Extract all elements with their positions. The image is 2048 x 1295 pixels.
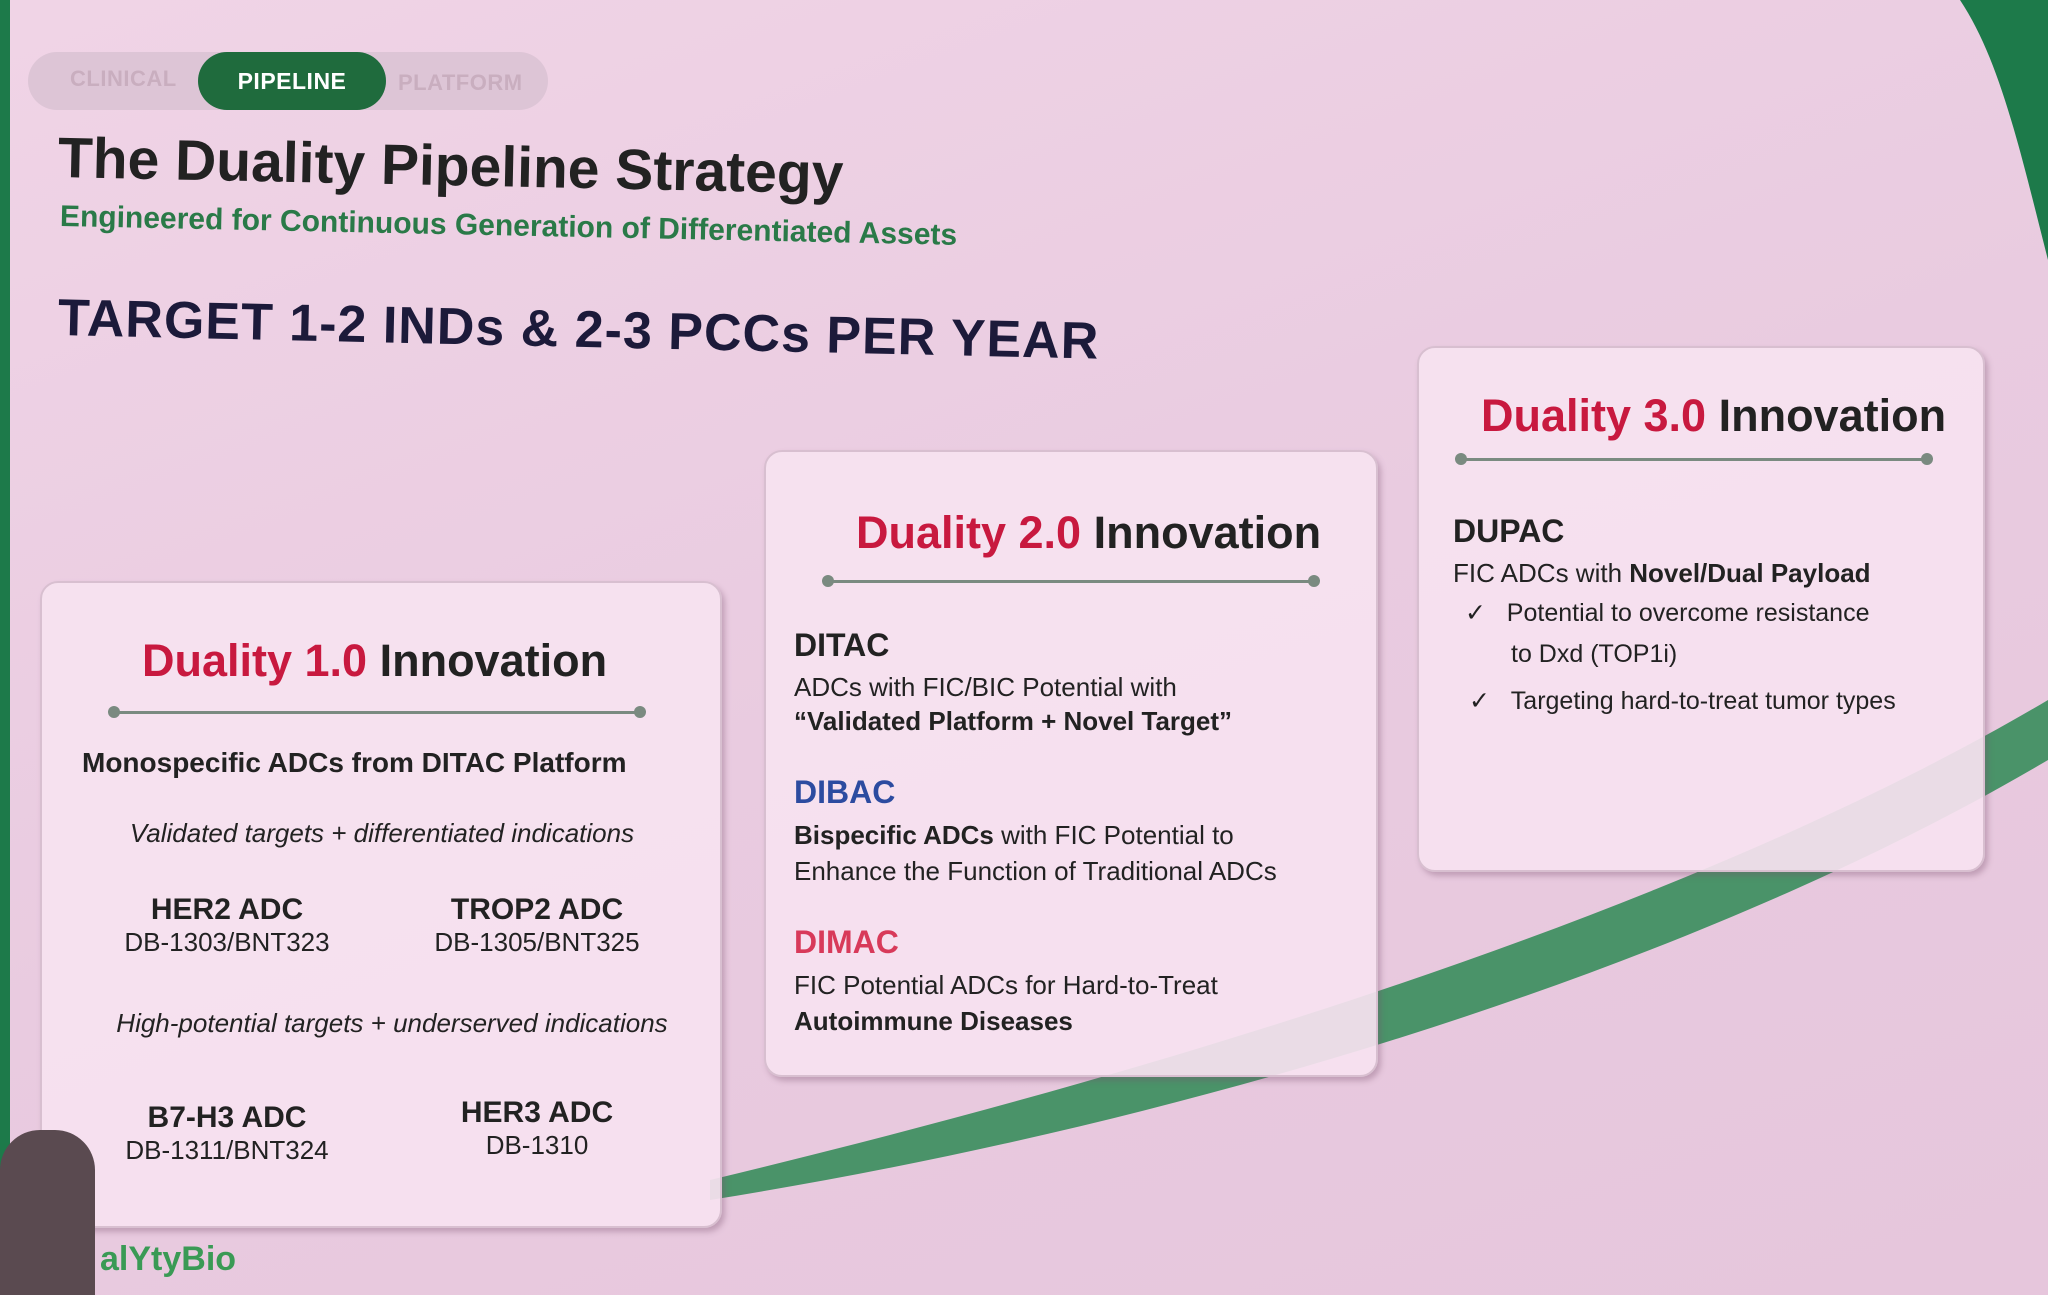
divider — [108, 706, 646, 718]
divider — [822, 575, 1320, 587]
asset-b7h3: B7-H3 ADC DB-1311/BNT324 — [125, 1101, 329, 1165]
presenter-figure — [0, 1130, 95, 1295]
duality-bio-logo: alYtyBio — [100, 1240, 237, 1278]
card-duality-3: Duality 3.0 Innovation DUPAC FIC ADCs wi… — [1417, 346, 1985, 872]
ditac-text: “Validated Platform + Novel Target” — [794, 706, 1233, 736]
green-swoosh-decoration — [710, 0, 2048, 1200]
card-heading: Monospecific ADCs from DITAC Platform — [82, 747, 627, 778]
dupac-text: FIC ADCs with Novel/Dual Payload — [1453, 558, 1871, 588]
card-duality-2: Duality 2.0 Innovation DITAC ADCs with F… — [764, 450, 1378, 1077]
ditac-text: ADCs with FIC/BIC Potential with — [794, 672, 1177, 702]
check-item: ✓ Potential to overcome resistance — [1465, 599, 1870, 627]
slide-screen: CLINICAL PIPELINE PLATFORM The Duality P… — [10, 0, 2048, 1295]
check-icon: ✓ — [1469, 687, 1511, 715]
dibac-text: Enhance the Function of Traditional ADCs — [794, 856, 1277, 886]
tab-platform[interactable]: PLATFORM — [398, 70, 523, 95]
dupac-label: DUPAC — [1453, 513, 1565, 549]
dimac-label: DIMAC — [794, 924, 899, 960]
dimac-text: FIC Potential ADCs for Hard-to-Treat — [794, 970, 1218, 1000]
check-icon: ✓ — [1465, 599, 1507, 627]
tab-clinical[interactable]: CLINICAL — [70, 66, 177, 91]
check-item-continued: to Dxd (TOP1i) — [1511, 640, 1678, 668]
asset-her3: HER3 ADC DB-1310 — [460, 1096, 614, 1160]
section-tabs: CLINICAL PIPELINE PLATFORM — [28, 52, 548, 110]
card-title: Duality 2.0 Innovation — [856, 507, 1322, 558]
dimac-text: Autoimmune Diseases — [794, 1006, 1073, 1036]
card-title: Duality 3.0 Innovation — [1481, 390, 1947, 441]
asset-trop2: TROP2 ADC DB-1305/BNT325 — [434, 893, 640, 957]
card-title: Duality 1.0 Innovation — [142, 635, 608, 686]
check-item: ✓ Targeting hard-to-treat tumor types — [1469, 687, 1896, 715]
divider — [1455, 453, 1933, 465]
group-label: High-potential targets + underserved ind… — [116, 1008, 668, 1038]
dibac-text: Bispecific ADCs with FIC Potential to — [794, 820, 1234, 850]
card-duality-1: Duality 1.0 Innovation Monospecific ADCs… — [40, 581, 722, 1228]
dibac-label: DIBAC — [794, 774, 896, 810]
group-label: Validated targets + differentiated indic… — [129, 818, 635, 848]
asset-her2: HER2 ADC DB-1303/BNT323 — [124, 893, 330, 957]
ditac-label: DITAC — [794, 627, 890, 663]
tab-pipeline[interactable]: PIPELINE — [198, 52, 386, 110]
